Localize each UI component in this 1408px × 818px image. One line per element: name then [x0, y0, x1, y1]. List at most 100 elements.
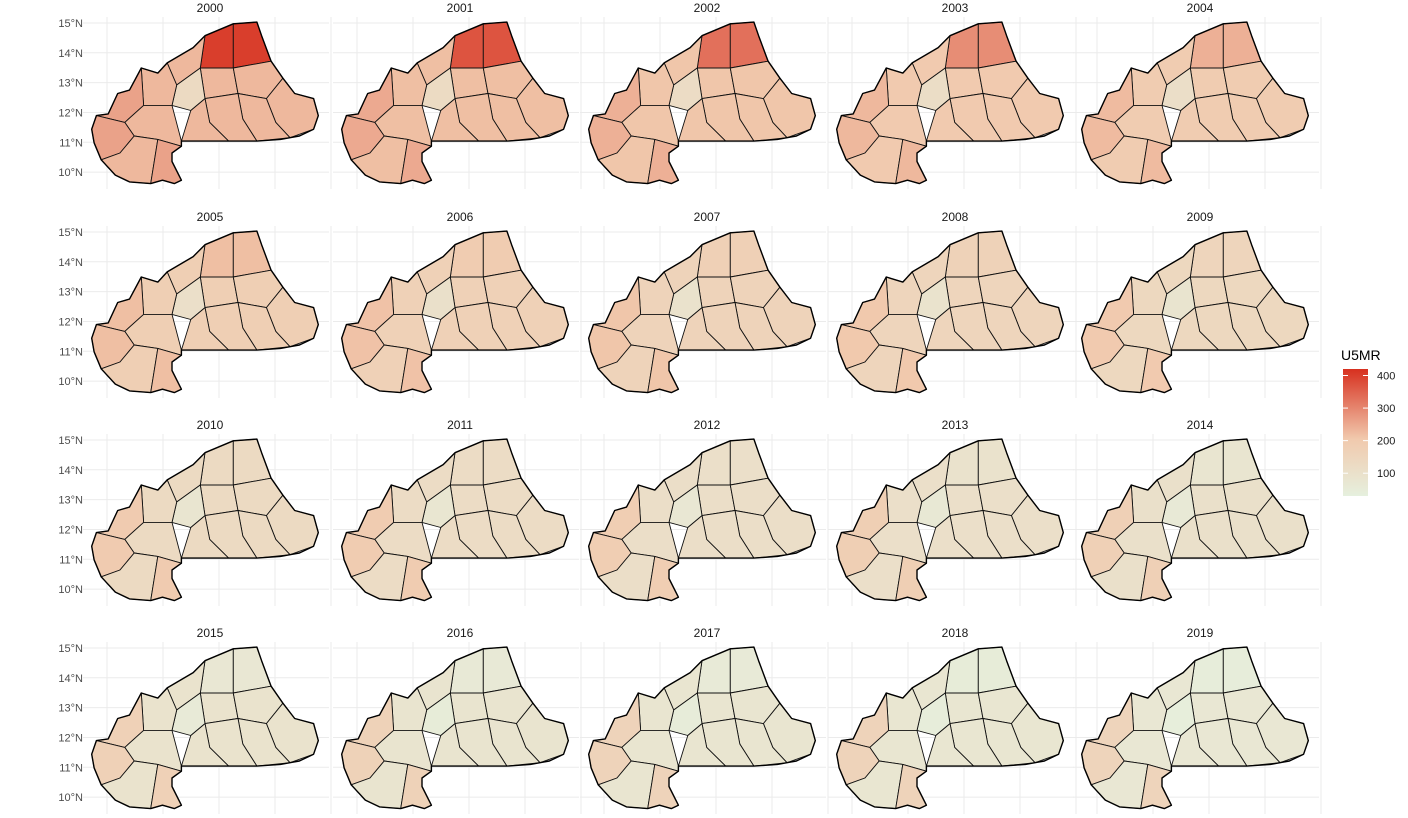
y-tick-label: 10°N: [58, 376, 83, 388]
map-region: [180, 515, 230, 559]
facet-title: 2008: [942, 210, 969, 224]
facet-title: 2006: [447, 210, 474, 224]
y-tick-label: 12°N: [58, 732, 83, 744]
country-outline: [1081, 646, 1309, 810]
map-region: [925, 515, 975, 559]
facet-title: 2011: [447, 418, 473, 432]
country-outline: [836, 438, 1064, 602]
facet-title: 2010: [197, 418, 224, 432]
facet-panel-2004: 2004: [1073, 1, 1322, 189]
facet-title: 2015: [197, 626, 224, 640]
y-tick-label: 11°N: [59, 762, 83, 774]
legend-tick-label: 400: [1377, 371, 1395, 383]
country-outline: [588, 438, 816, 602]
y-tick-label: 10°N: [58, 792, 83, 804]
map-region: [430, 307, 480, 351]
y-tick-label: 12°N: [58, 524, 83, 536]
legend-tick-label: 300: [1377, 403, 1395, 415]
country-outline: [1081, 438, 1309, 602]
facet-title: 2012: [694, 418, 721, 432]
country-outline: [91, 646, 319, 810]
facet-panel-2001: 2001: [333, 1, 582, 189]
country-outline: [91, 438, 319, 602]
y-tick-label: 13°N: [58, 703, 83, 715]
y-tick-label: 15°N: [58, 18, 83, 30]
facet-title: 2019: [1187, 626, 1214, 640]
country-outline: [91, 21, 319, 185]
y-tick-label: 11°N: [59, 554, 83, 566]
y-tick-label: 12°N: [58, 107, 83, 119]
facet-panel-2003: 2003: [828, 1, 1077, 189]
facet-panel-2015: 2015 15°N 14°N 13°N 12°N 11°N 10°N: [58, 626, 332, 814]
facet-panel-2012: 2012: [580, 418, 829, 606]
country-outline: [1081, 230, 1309, 394]
facet-title: 2002: [694, 1, 721, 15]
country-outline: [588, 230, 816, 394]
facet-panel-2016: 2016: [333, 626, 582, 814]
facet-panel-2002: 2002: [580, 1, 829, 189]
map-region: [180, 98, 230, 142]
country-outline: [341, 21, 569, 185]
facet-title: 2001: [447, 1, 474, 15]
facet-panel-2010: 2010 15°N 14°N 13°N 12°N 11°N 10°N: [58, 418, 332, 606]
facet-title: 2004: [1187, 1, 1214, 15]
country-outline: [836, 646, 1064, 810]
map-region: [925, 723, 975, 767]
y-tick-label: 13°N: [58, 495, 83, 507]
map-region: [677, 515, 727, 559]
y-tick-label: 15°N: [58, 643, 83, 655]
facet-title: 2013: [942, 418, 969, 432]
y-tick-label: 14°N: [58, 673, 83, 685]
map-region: [1170, 723, 1220, 767]
country-outline: [341, 646, 569, 810]
y-tick-label: 14°N: [58, 465, 83, 477]
y-tick-label: 11°N: [59, 346, 83, 358]
map-region: [677, 98, 727, 142]
facet-panel-2007: 2007: [580, 210, 829, 398]
y-tick-label: 14°N: [58, 48, 83, 60]
country-outline: [1081, 21, 1309, 185]
y-tick-label: 10°N: [58, 167, 83, 179]
y-tick-label: 14°N: [58, 257, 83, 269]
country-outline: [588, 21, 816, 185]
y-tick-label: 13°N: [58, 78, 83, 90]
map-region: [180, 723, 230, 767]
facet-title: 2003: [942, 1, 969, 15]
facet-panel-2008: 2008: [828, 210, 1077, 398]
map-region: [677, 723, 727, 767]
facet-title: 2018: [942, 626, 969, 640]
y-tick-label: 10°N: [58, 584, 83, 596]
y-tick-label: 12°N: [58, 316, 83, 328]
facet-panel-2019: 2019: [1073, 626, 1322, 814]
y-tick-label: 15°N: [58, 227, 83, 239]
facet-title: 2000: [197, 1, 224, 15]
legend-ticks: 400 300 200 100: [1343, 371, 1395, 480]
facet-title: 2009: [1187, 210, 1214, 224]
facet-panel-2005: 2005 15°N 14°N 13°N 12°N 11°N 10°N: [58, 210, 332, 398]
map-region: [430, 515, 480, 559]
facet-title: 2017: [694, 626, 721, 640]
map-region: [677, 307, 727, 351]
country-outline: [836, 230, 1064, 394]
facet-panel-2006: 2006: [333, 210, 582, 398]
facet-panel-2017: 2017: [580, 626, 829, 814]
facet-panel-2000: 2000 15°N 14°N 13°N 12°N 11°N 10°N: [58, 1, 332, 189]
legend-tick-label: 100: [1377, 468, 1395, 480]
facet-title: 2005: [197, 210, 224, 224]
y-tick-label: 13°N: [58, 287, 83, 299]
facet-panel-2014: 2014: [1073, 418, 1322, 606]
legend-colorbar: [1343, 369, 1368, 496]
map-region: [430, 723, 480, 767]
country-outline: [341, 438, 569, 602]
facet-title: 2014: [1187, 418, 1214, 432]
map-region: [925, 307, 975, 351]
color-legend: U5MR 400 300 200 100: [1341, 347, 1395, 496]
country-outline: [588, 646, 816, 810]
facet-panel-2009: 2009: [1073, 210, 1322, 398]
map-region: [180, 307, 230, 351]
y-tick-label: 11°N: [59, 137, 83, 149]
map-region: [1170, 98, 1220, 142]
facet-title: 2016: [447, 626, 474, 640]
facet-panel-2018: 2018: [828, 626, 1077, 814]
